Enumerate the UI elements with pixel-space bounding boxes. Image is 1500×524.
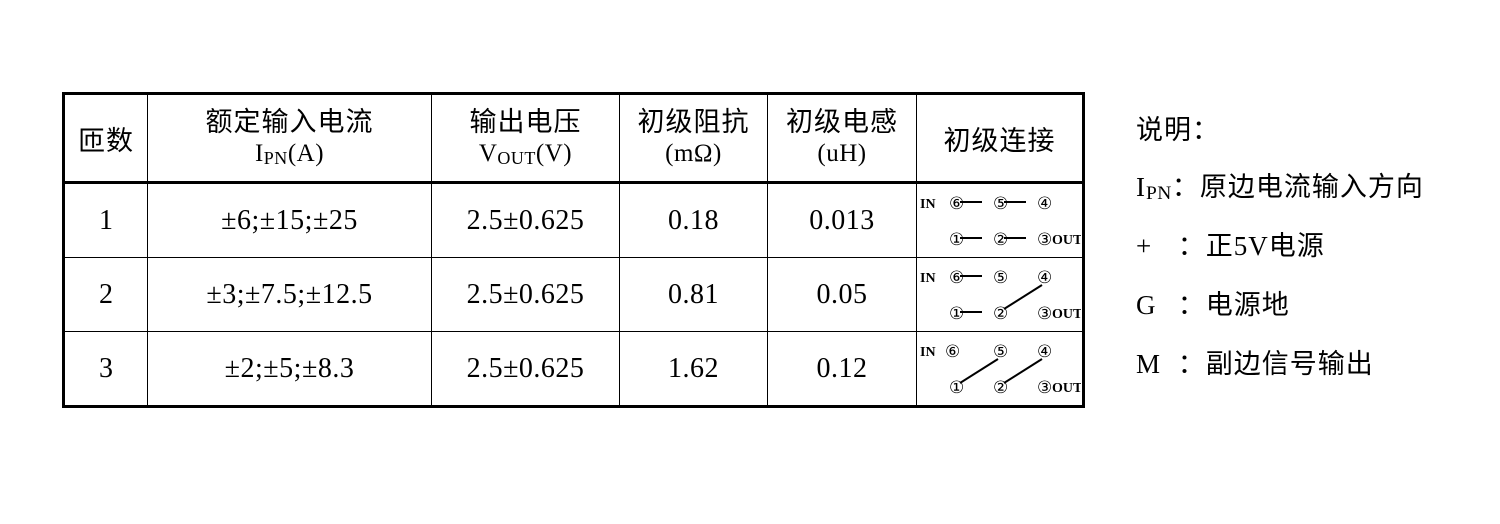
- column-header-primary-inductance: 初级电感 (uH): [767, 92, 917, 184]
- legend-key-ground: G: [1136, 290, 1157, 320]
- in-label: IN: [920, 345, 936, 360]
- primary-spec-table: 匝数 额定输入电流 IPN(A) 输出电压 VOUT(V) 初级阻抗 (mΩ) …: [62, 92, 1085, 408]
- cell-primary-impedance: 0.81: [619, 257, 768, 332]
- node-6: ⑥: [949, 194, 964, 214]
- legend-key-plus: +: [1136, 231, 1153, 261]
- legend-key-ipn: IPN: [1136, 172, 1172, 204]
- in-label: IN: [920, 271, 936, 286]
- in-label: IN: [920, 197, 936, 212]
- legend-text-signal: ：副边信号输出: [1170, 349, 1374, 379]
- cell-rated-input-current: ±2;±5;±8.3: [147, 331, 432, 408]
- node-3: ③: [1037, 230, 1052, 250]
- legend-text-plus: ：正5V电源: [1170, 231, 1325, 261]
- legend-panel: 说明： IPN：原边电流输入方向 + ：正5V电源 G ：电源地 M ：副边信号…: [1136, 108, 1466, 401]
- node-2: ②: [993, 230, 1008, 250]
- column-header-output-voltage: 输出电压 VOUT(V): [431, 92, 620, 184]
- cell-primary-inductance: 0.013: [767, 182, 917, 258]
- legend-text-ground: ：电源地: [1170, 290, 1290, 320]
- node-4: ④: [1037, 268, 1052, 288]
- legend-item-plus: + ：正5V电源: [1136, 224, 1466, 263]
- node-3: ③: [1037, 378, 1052, 398]
- node-6: ⑥: [945, 342, 960, 362]
- node-2: ②: [993, 304, 1008, 324]
- node-1: ①: [949, 378, 964, 398]
- node-5: ⑤: [993, 342, 1008, 362]
- connection-diagram-3: IN ⑥ ⑤ ④ ① ② ③ OUT: [918, 333, 1081, 404]
- column-header-turns: 匝数: [62, 92, 148, 184]
- connection-diagram-1: IN ⑥ ⑤ ④ ① ② ③ OUT: [918, 185, 1081, 256]
- node-1: ①: [949, 304, 964, 324]
- cell-primary-connection: IN ⑥ ⑤ ④ ① ② ③ OUT: [916, 331, 1085, 408]
- table-row: 1 ±6;±15;±25 2.5±0.625 0.18 0.013: [62, 182, 1085, 258]
- node-6: ⑥: [949, 268, 964, 288]
- cell-output-voltage: 2.5±0.625: [431, 182, 620, 258]
- cell-turns: 2: [62, 257, 148, 332]
- node-2: ②: [993, 378, 1008, 398]
- cell-primary-connection: IN ⑥ ⑤ ④ ① ② ③ OUT: [916, 257, 1085, 332]
- cell-rated-input-current: ±6;±15;±25: [147, 182, 432, 258]
- cell-turns: 1: [62, 182, 148, 258]
- column-header-primary-impedance: 初级阻抗 (mΩ): [619, 92, 768, 184]
- cell-turns: 3: [62, 331, 148, 408]
- column-header-primary-connection: 初级连接: [916, 92, 1085, 184]
- cell-primary-inductance: 0.05: [767, 257, 917, 332]
- out-label: OUT: [1052, 381, 1081, 396]
- cell-output-voltage: 2.5±0.625: [431, 257, 620, 332]
- legend-title: 说明：: [1136, 115, 1220, 145]
- connection-diagram-svg: IN ⑥ ⑤ ④ ① ② ③ OUT: [920, 342, 1081, 398]
- column-header-impedance-unit: (mΩ): [665, 140, 722, 168]
- out-label: OUT: [1052, 233, 1081, 248]
- node-3: ③: [1037, 304, 1052, 324]
- cell-rated-input-current: ±3;±7.5;±12.5: [147, 257, 432, 332]
- legend-item-ipn: IPN：原边电流输入方向: [1136, 165, 1466, 204]
- cell-primary-impedance: 0.18: [619, 182, 768, 258]
- node-5: ⑤: [993, 194, 1008, 214]
- table-header-row: 匝数 额定输入电流 IPN(A) 输出电压 VOUT(V) 初级阻抗 (mΩ) …: [62, 92, 1085, 184]
- cell-output-voltage: 2.5±0.625: [431, 331, 620, 408]
- legend-item-ground: G ：电源地: [1136, 283, 1466, 322]
- column-header-voltage-unit: VOUT(V): [478, 140, 573, 169]
- column-header-inductance-unit: (uH): [817, 140, 867, 168]
- table-row: 2 ±3;±7.5;±12.5 2.5±0.625 0.81 0.05: [62, 257, 1085, 332]
- node-5: ⑤: [993, 268, 1008, 288]
- cell-primary-inductance: 0.12: [767, 331, 917, 408]
- connection-diagram-2: IN ⑥ ⑤ ④ ① ② ③ OUT: [918, 259, 1081, 330]
- cell-primary-impedance: 1.62: [619, 331, 768, 408]
- connection-diagram-svg: IN ⑥ ⑤ ④ ① ② ③ OUT: [920, 194, 1081, 250]
- cell-primary-connection: IN ⑥ ⑤ ④ ① ② ③ OUT: [916, 182, 1085, 258]
- out-label: OUT: [1052, 307, 1081, 322]
- node-1: ①: [949, 230, 964, 250]
- legend-key-signal: M: [1136, 349, 1162, 379]
- node-4: ④: [1037, 194, 1052, 214]
- column-header-rated-input-current: 额定输入电流 IPN(A): [147, 92, 432, 184]
- legend-item-signal: M ：副边信号输出: [1136, 342, 1466, 381]
- table-row: 3 ±2;±5;±8.3 2.5±0.625 1.62 0.12 IN: [62, 331, 1085, 408]
- legend-text-ipn: ：原边电流输入方向: [1171, 172, 1424, 202]
- node-4: ④: [1037, 342, 1052, 362]
- connection-diagram-svg: IN ⑥ ⑤ ④ ① ② ③ OUT: [920, 268, 1081, 324]
- column-header-current-unit: IPN(A): [254, 140, 325, 169]
